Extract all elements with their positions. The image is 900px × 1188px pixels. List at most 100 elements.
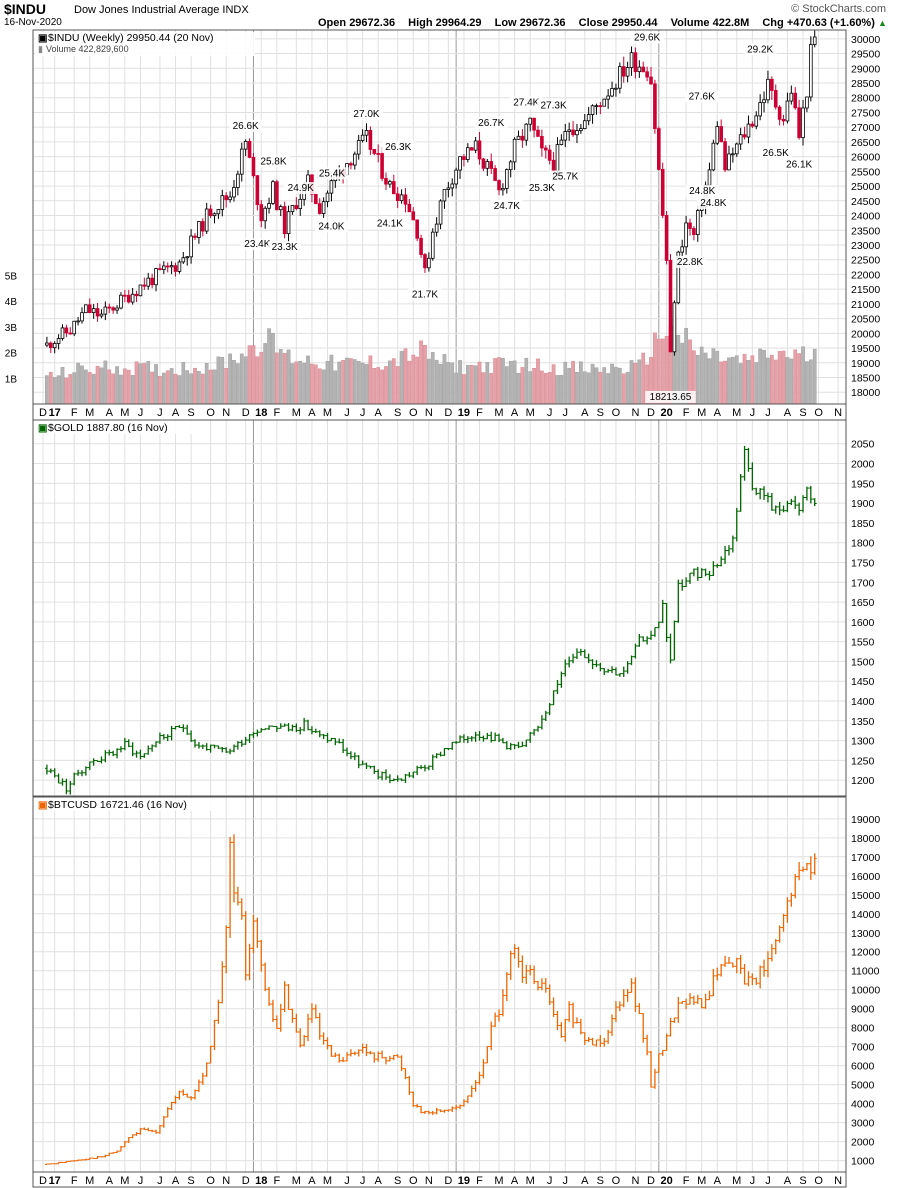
gold-bar [329, 737, 334, 742]
value-callout-bg [315, 167, 349, 180]
gold-bar [508, 742, 513, 751]
gold-bar [376, 769, 381, 780]
x-tick-label: O [206, 407, 215, 419]
y-tick-label: 1950 [851, 478, 875, 490]
btc-bar [368, 1050, 373, 1055]
gold-bar [208, 744, 213, 753]
candle-body [590, 105, 595, 116]
btc-bar [754, 977, 759, 985]
y-tick-label: 1600 [851, 617, 875, 629]
gold-bar [95, 760, 100, 762]
volume-bar [333, 370, 338, 405]
candle [454, 167, 458, 189]
gold-bar [274, 725, 279, 732]
candle [446, 181, 451, 198]
y-tick-label: 15000 [851, 890, 880, 902]
candle [212, 212, 217, 224]
candle [731, 147, 735, 163]
candle-body [399, 194, 404, 202]
gold-bar [185, 724, 190, 735]
btc-bar [469, 1085, 474, 1098]
x-tick-label: 17 [49, 1175, 61, 1187]
candle [243, 139, 248, 156]
gold-bar [586, 653, 591, 664]
btc-bar [321, 1032, 326, 1045]
value-callout: 24.8K [685, 184, 719, 197]
candle-body [294, 205, 299, 209]
candle-body [707, 169, 712, 186]
candle-body [731, 153, 735, 156]
candle-body [594, 105, 599, 108]
x-tick-label: D [39, 1175, 47, 1187]
value-callout-text: 18213.65 [650, 392, 692, 403]
btc-bar [808, 856, 813, 880]
value-callout: 18213.65 [645, 390, 696, 403]
symbol: $INDU [4, 1, 47, 17]
value-callout-text: 27.6K [689, 92, 715, 103]
candle-body [224, 195, 228, 201]
candle-body [107, 306, 112, 309]
candle-body [501, 187, 505, 191]
gold-bar [520, 741, 525, 748]
x-tick-label: A [714, 407, 722, 419]
candle [563, 123, 568, 148]
gold-bar [263, 728, 268, 731]
candle [598, 101, 603, 115]
volume-bar [388, 360, 392, 405]
value-callout-bg [509, 96, 543, 109]
candle [87, 298, 92, 314]
gold-bar [411, 771, 416, 779]
candle-body [177, 261, 182, 272]
gold-bar [282, 723, 287, 727]
candle [115, 305, 119, 314]
x-tick-label: O [409, 1175, 418, 1187]
x-tick-label: S [187, 1175, 194, 1187]
candle-body [193, 235, 197, 238]
x-tick-label: N [631, 407, 639, 419]
candle-body [282, 206, 287, 235]
candle-body [540, 136, 544, 149]
x-tick-label: J [750, 407, 756, 419]
y-tick-label: 22000 [851, 269, 880, 281]
btc-bar [699, 998, 704, 1009]
x-tick-label: S [187, 407, 194, 419]
btc-bar [345, 1052, 350, 1062]
y-tick-label: 23500 [851, 225, 880, 237]
candle [146, 272, 151, 290]
gold-bar [181, 724, 186, 733]
volume-bar [286, 349, 291, 405]
volume-bar [181, 362, 186, 405]
candle-body [812, 36, 817, 45]
gold-bar [212, 744, 217, 749]
volume-bar [695, 355, 700, 405]
y-tick-label: 17000 [851, 852, 880, 864]
gold-bar [734, 507, 739, 542]
gold-bar [493, 732, 498, 742]
btc-bar [341, 1056, 346, 1063]
gold-bar [528, 731, 533, 743]
value-callout-bg [759, 146, 793, 159]
gold-bar [169, 725, 174, 741]
btc-bar [395, 1054, 400, 1058]
candle-body [216, 209, 221, 215]
y-tick-label: 2000 [851, 1137, 875, 1149]
volume-bar [618, 367, 622, 405]
gold-bar [695, 566, 700, 581]
gold-bar [154, 741, 159, 748]
btc-bar [637, 1003, 642, 1015]
volume-bar [789, 358, 794, 405]
volume-tick-label: 4B [5, 297, 18, 308]
volume-bar [551, 364, 556, 405]
btc-bar [91, 1157, 96, 1159]
candle [204, 202, 209, 234]
btc-bar [193, 1089, 198, 1100]
volume-bar [805, 361, 809, 405]
volume-bar [267, 328, 271, 405]
gold-bar [325, 732, 330, 743]
volume-bar [177, 375, 182, 405]
btc-bar [352, 1051, 357, 1056]
volume-bar [766, 357, 770, 405]
btc-bar [282, 981, 287, 1013]
candle [185, 255, 190, 266]
x-tick-label: D [242, 1175, 250, 1187]
